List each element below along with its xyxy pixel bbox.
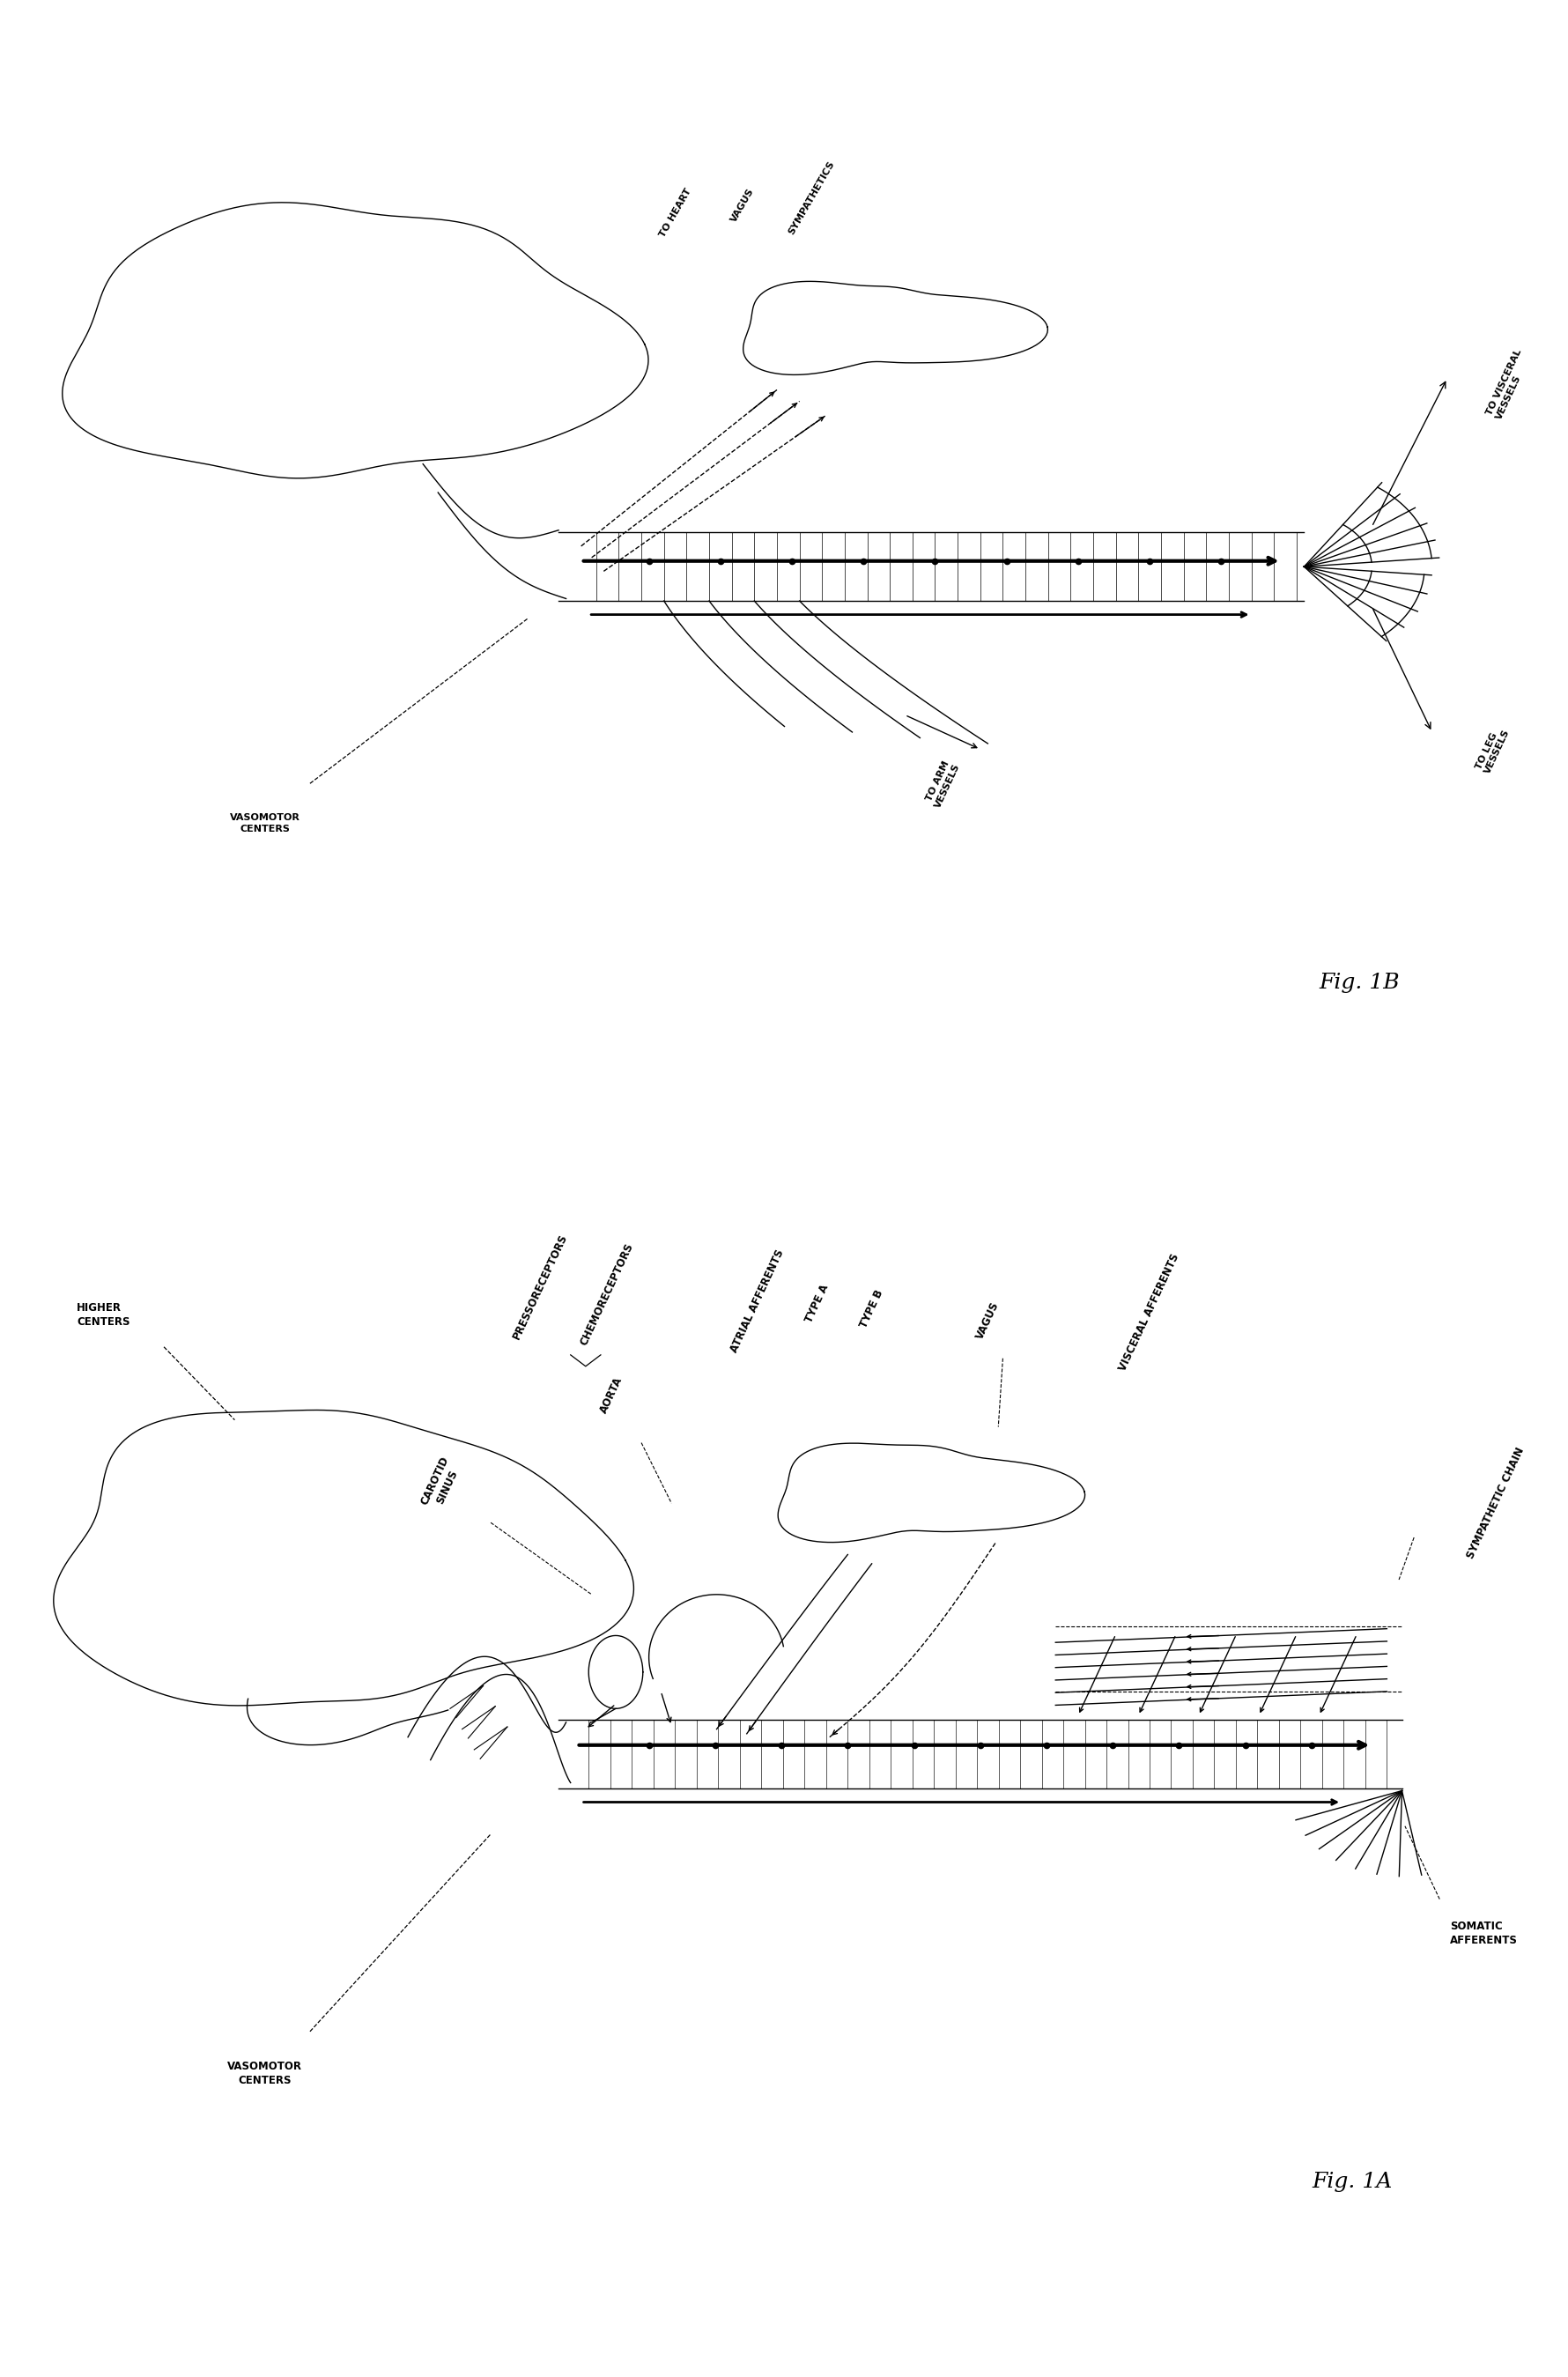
Text: VISCERAL AFFERENTS: VISCERAL AFFERENTS [1116, 1253, 1181, 1374]
Text: PRESSORECEPTORS: PRESSORECEPTORS [511, 1231, 569, 1341]
Text: SYMPATHETIC CHAIN: SYMPATHETIC CHAIN [1465, 1445, 1526, 1562]
Text: HIGHER
CENTERS: HIGHER CENTERS [77, 1303, 130, 1329]
Text: TO HEART: TO HEART [659, 188, 693, 240]
Text: VASOMOTOR
CENTERS: VASOMOTOR CENTERS [227, 2061, 303, 2087]
Text: SOMATIC
AFFERENTS: SOMATIC AFFERENTS [1449, 1921, 1516, 1947]
Text: VAGUS: VAGUS [729, 185, 756, 223]
Text: VAGUS: VAGUS [974, 1300, 1000, 1341]
Text: CAROTID
SINUS: CAROTID SINUS [419, 1455, 464, 1512]
Text: Fig. 1A: Fig. 1A [1311, 2173, 1391, 2192]
Text: TYPE B: TYPE B [858, 1288, 884, 1331]
Text: TO VISCERAL
VESSELS: TO VISCERAL VESSELS [1483, 347, 1532, 421]
Text: TYPE A: TYPE A [803, 1284, 831, 1324]
Text: TO LEG
VESSELS: TO LEG VESSELS [1474, 723, 1512, 775]
Text: Fig. 1B: Fig. 1B [1319, 972, 1399, 994]
Text: SYMPATHETICS: SYMPATHETICS [787, 159, 836, 235]
Text: CHEMORECEPTORS: CHEMORECEPTORS [577, 1241, 635, 1348]
Text: VASOMOTOR
CENTERS: VASOMOTOR CENTERS [229, 813, 299, 834]
Text: TO ARM
VESSELS: TO ARM VESSELS [924, 758, 961, 808]
Text: ATRIAL AFFERENTS: ATRIAL AFFERENTS [728, 1248, 786, 1355]
Text: AORTA: AORTA [597, 1374, 624, 1414]
